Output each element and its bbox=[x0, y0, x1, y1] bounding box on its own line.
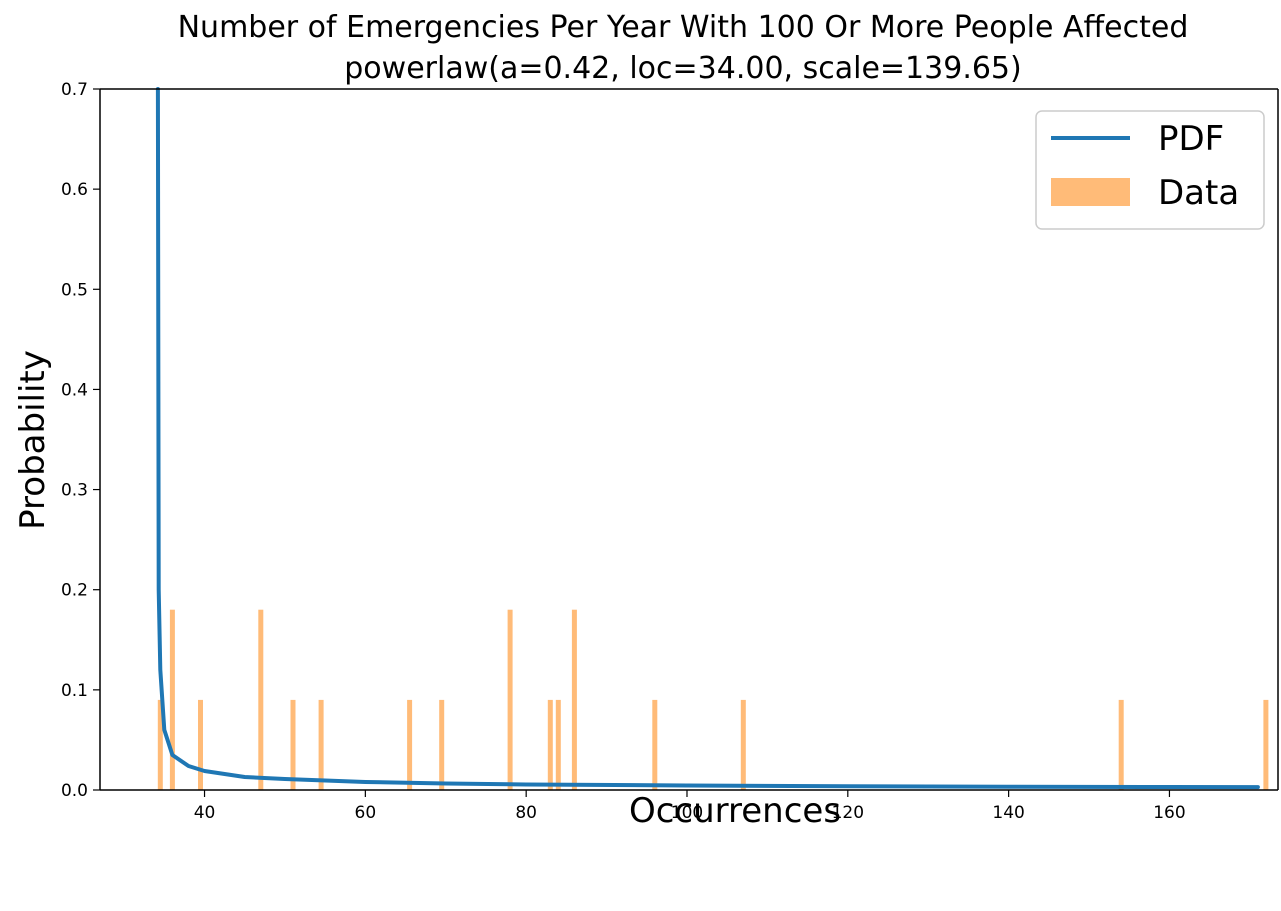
data-bar-15 bbox=[1263, 699, 1269, 790]
y-tick-label: 0.4 bbox=[61, 380, 88, 400]
chart-subtitle: powerlaw(a=0.42, loc=34.00, scale=139.65… bbox=[344, 51, 1021, 86]
data-bar-6 bbox=[407, 699, 413, 790]
y-tick-label: 0.6 bbox=[61, 180, 88, 200]
legend-pdf-label: PDF bbox=[1158, 119, 1224, 159]
data-bar-2 bbox=[198, 699, 203, 790]
x-axis-label: Occurrences bbox=[629, 791, 841, 831]
x-tick-label: 40 bbox=[194, 803, 216, 823]
y-tick-label: 0.1 bbox=[61, 681, 88, 701]
x-tick-label: 60 bbox=[355, 803, 377, 823]
x-tick-label: 80 bbox=[515, 803, 537, 823]
x-tick-label: 100 bbox=[671, 803, 703, 823]
data-bar-12 bbox=[652, 699, 658, 790]
y-tick-label: 0.3 bbox=[61, 481, 88, 501]
data-bar-4 bbox=[290, 699, 296, 790]
pdf-series-line bbox=[155, 87, 1260, 790]
legend-data-label: Data bbox=[1158, 173, 1239, 213]
data-bar-14 bbox=[1118, 699, 1124, 790]
y-tick-label: 0.0 bbox=[61, 781, 88, 801]
x-axis-ticks: 40 60 80 100 120 140 160 bbox=[194, 790, 1186, 823]
data-bar-5 bbox=[318, 699, 324, 790]
data-bar-8 bbox=[507, 609, 513, 790]
axes: 40 60 80 100 120 140 160 0.0 0.1 0.2 0.3 0.4 0.5 0.6… bbox=[61, 80, 1279, 823]
x-tick-label: 160 bbox=[1153, 803, 1185, 823]
chart-title: Number of Emergencies Per Year With 100 … bbox=[178, 10, 1189, 45]
y-tick-label: 0.2 bbox=[61, 581, 88, 601]
x-tick-label: 140 bbox=[992, 803, 1024, 823]
y-axis-label: Probability bbox=[13, 350, 53, 530]
data-bars bbox=[157, 609, 1269, 790]
plot-area bbox=[155, 87, 1269, 790]
data-bar-13 bbox=[740, 699, 746, 790]
y-tick-label: 0.7 bbox=[61, 80, 88, 100]
data-bar-10 bbox=[555, 699, 561, 790]
y-axis-ticks: 0.0 0.1 0.2 0.3 0.4 0.5 0.6 0.7 bbox=[61, 80, 100, 801]
data-bar-9 bbox=[547, 699, 553, 790]
data-bar-1 bbox=[169, 609, 175, 790]
legend-data-swatch bbox=[1051, 178, 1130, 206]
data-bar-11 bbox=[571, 609, 577, 790]
x-tick-label: 120 bbox=[832, 803, 864, 823]
legend: PDF Data bbox=[1035, 110, 1265, 230]
y-tick-label: 0.5 bbox=[61, 280, 88, 300]
data-bar-3 bbox=[258, 609, 264, 790]
data-bar-0 bbox=[157, 699, 163, 790]
data-bar-7 bbox=[439, 699, 445, 790]
